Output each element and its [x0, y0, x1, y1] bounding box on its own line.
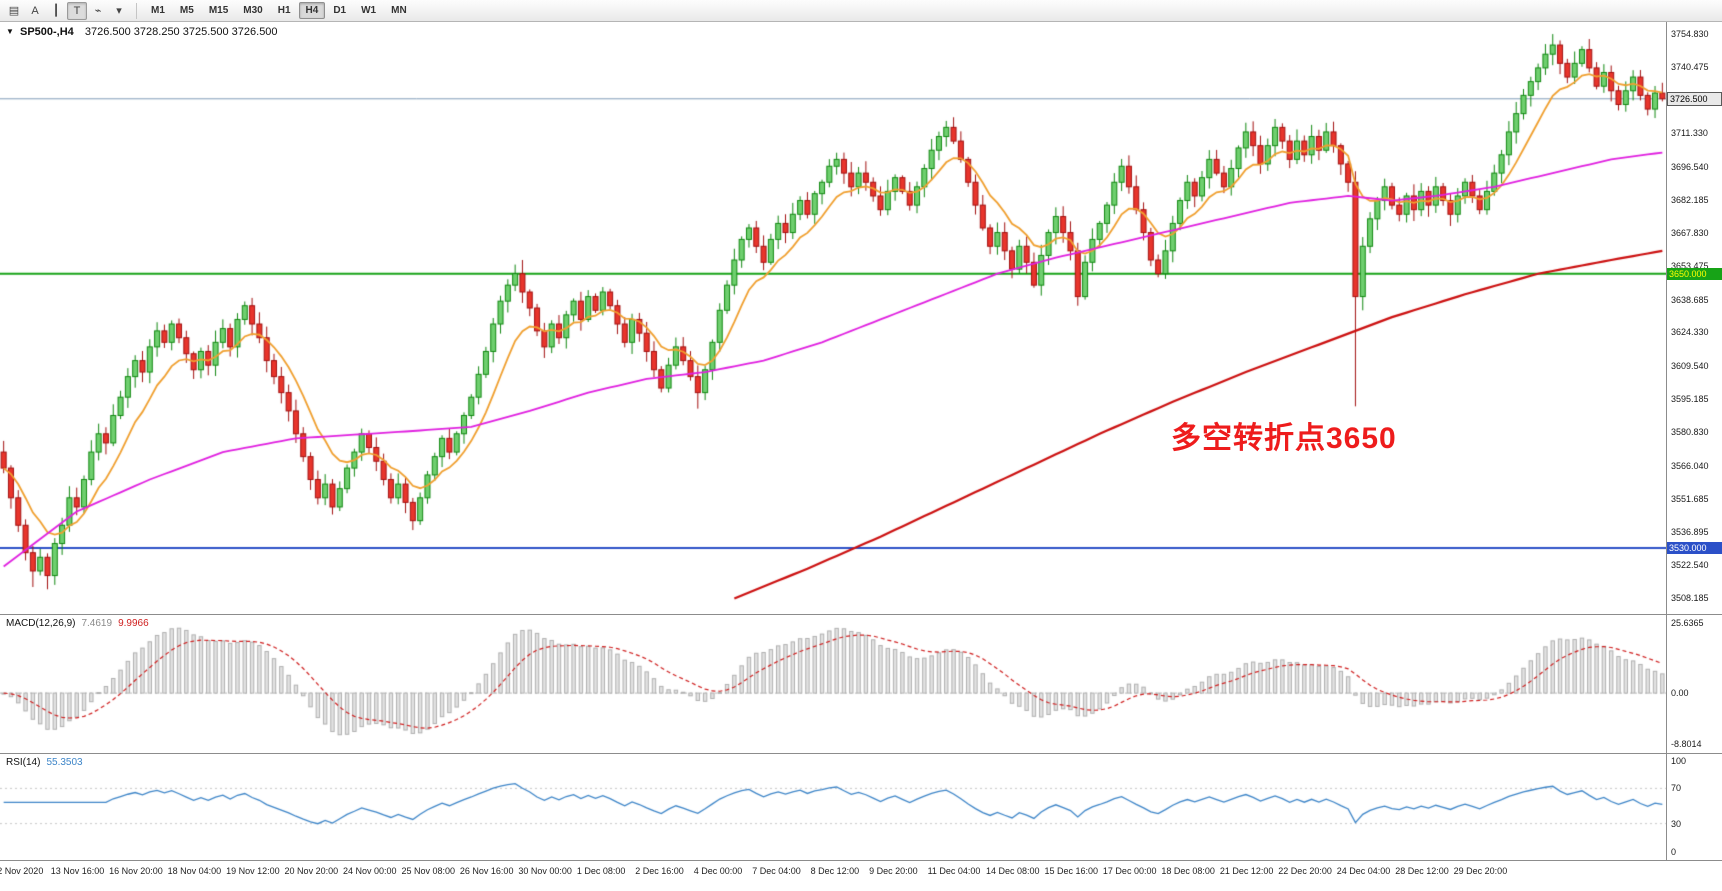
price-tick: 3682.185	[1671, 195, 1709, 206]
time-label: 4 Dec 00:00	[693, 866, 743, 876]
macd-panel: MACD(12,26,9) 7.4619 9.9966 25.6365 0.00 -…	[0, 615, 1722, 754]
time-label: 11 Dec 04:00	[927, 866, 981, 876]
polyline-tool-icon[interactable]: ⌁	[94, 5, 102, 17]
current-price-tag: 3726.500	[1667, 91, 1722, 106]
text-tool-icon[interactable]: T	[67, 1, 87, 20]
time-label: 16 Nov 20:00	[109, 866, 163, 876]
main-chart-panel: ▼ SP500-,H4 3726.500 3728.250 3725.500 3…	[0, 22, 1722, 615]
time-label: 24 Nov 00:00	[343, 866, 397, 876]
vertical-line-icon[interactable]: ┃	[52, 5, 60, 17]
price-tick: 3609.540	[1671, 361, 1709, 372]
macd-label: MACD(12,26,9) 7.4619 9.9966	[6, 618, 149, 629]
price-tick: 3638.685	[1671, 294, 1709, 305]
ohlc-values: 3726.500 3728.250 3725.500 3726.500	[84, 26, 278, 38]
time-label: 24 Dec 04:00	[1336, 866, 1391, 876]
price-tick: 3536.895	[1671, 527, 1709, 538]
rsi-panel: RSI(14) 55.3503 100 70 30 0	[0, 754, 1722, 861]
macd-signal-value: 9.9966	[118, 618, 149, 629]
price-tick: 3624.330	[1671, 327, 1709, 338]
rsi-label: RSI(14) 55.3503	[6, 757, 83, 768]
time-label: 22 Dec 20:00	[1278, 866, 1332, 876]
time-label: 7 Dec 04:00	[752, 866, 801, 876]
timeframe-h1-button[interactable]: H1	[277, 5, 291, 16]
price-tick: 3566.040	[1671, 460, 1709, 471]
timeframe-h4-button[interactable]: H4	[298, 2, 326, 19]
chart-text-annotation[interactable]: 多空转折点3650	[1170, 421, 1397, 455]
time-label: 29 Dec 20:00	[1453, 866, 1508, 876]
price-tick: 3551.685	[1671, 493, 1709, 504]
time-label: 19 Nov 12:00	[226, 866, 280, 876]
symbol-label: SP500-,H4	[19, 26, 74, 38]
price-axis[interactable]: 3726.500 3650.000 3530.000 3754.830 3740.…	[1666, 22, 1722, 614]
rsi-value: 55.3503	[46, 757, 83, 768]
time-label: 21 Dec 12:00	[1219, 866, 1274, 876]
rsi-tick: 100	[1671, 756, 1687, 766]
time-label: 13 Nov 16:00	[50, 866, 105, 876]
blue-level-tag: 3530.000	[1667, 542, 1722, 555]
timeframe-m30-button[interactable]: M30	[243, 5, 263, 16]
toolbar: ▤ A ┃ T ⌁ ▾ M1 M5 M15 M30 H1 H4 D1 W1 MN	[0, 0, 1722, 22]
text-label-icon[interactable]: A	[31, 4, 39, 17]
timeframe-w1-button[interactable]: W1	[361, 5, 377, 16]
time-axis[interactable]: 12 Nov 2020 13 Nov 16:00 16 Nov 20:00 18 No…	[0, 861, 1722, 891]
price-tick: 3667.830	[1671, 227, 1709, 238]
rsi-tick: 70	[1671, 783, 1682, 794]
time-label: 25 Nov 08:00	[401, 866, 455, 876]
timeframe-mn-button[interactable]: MN	[391, 5, 407, 16]
price-tick: 3740.475	[1671, 61, 1709, 72]
time-label: 18 Nov 04:00	[167, 866, 222, 876]
price-tick: 3595.185	[1671, 394, 1709, 405]
time-label: 30 Nov 00:00	[518, 866, 572, 876]
price-tick: 3580.830	[1671, 426, 1709, 437]
timeframe-m15-button[interactable]: M15	[208, 5, 229, 16]
time-label: 1 Dec 08:00	[576, 866, 626, 876]
time-label: 9 Dec 20:00	[869, 866, 918, 876]
time-label: 15 Dec 16:00	[1044, 866, 1099, 876]
timeframe-d1-button[interactable]: D1	[333, 5, 347, 16]
price-tick: 3522.540	[1671, 560, 1709, 571]
drawing-tools-group: ▤ A ┃ T ⌁ ▾	[4, 1, 129, 20]
macd-axis-top: 25.6365	[1671, 618, 1704, 628]
time-label: 8 Dec 12:00	[810, 866, 860, 876]
macd-axis-bottom: -8.8014	[1671, 739, 1702, 749]
timeframe-m1-button[interactable]: M1	[151, 5, 165, 16]
time-label: 12 Nov 2020	[0, 866, 44, 876]
price-tick: 3653.475	[1671, 260, 1709, 271]
time-label: 28 Dec 12:00	[1395, 866, 1449, 876]
rsi-tick: 30	[1671, 818, 1682, 829]
price-chart-canvas[interactable]	[0, 22, 1666, 612]
rsi-canvas[interactable]	[0, 754, 1666, 858]
timeframe-group: M1 M5 M15 M30 H1 H4 D1 W1 MN	[144, 2, 414, 19]
time-label: 14 Dec 08:00	[986, 866, 1040, 876]
macd-axis-zero: 0.00	[1671, 688, 1689, 699]
macd-canvas[interactable]	[0, 615, 1666, 751]
collapse-marker-icon[interactable]: ▼	[6, 27, 14, 36]
green-level-tag: 3650.000	[1667, 267, 1722, 280]
time-label: 26 Nov 16:00	[459, 866, 514, 876]
symbol-ohlc-line: ▼ SP500-,H4 3726.500 3728.250 3725.500 3…	[6, 26, 278, 38]
rsi-axis[interactable]: 100 70 30 0	[1666, 754, 1722, 860]
rsi-tick: 0	[1671, 847, 1677, 857]
price-tick: 3711.330	[1671, 128, 1708, 139]
toolbar-separator	[136, 2, 137, 19]
time-label: 18 Dec 08:00	[1161, 866, 1215, 876]
time-label: 2 Dec 16:00	[635, 866, 684, 876]
time-label: 17 Dec 00:00	[1102, 866, 1157, 876]
time-label: 20 Nov 20:00	[284, 866, 339, 876]
macd-main-value: 7.4619	[81, 618, 113, 629]
macd-axis[interactable]: 25.6365 0.00 -8.8014	[1666, 615, 1722, 753]
price-tick: 3508.185	[1671, 593, 1709, 603]
grid-icon[interactable]: ▤	[8, 5, 20, 17]
caret-down-icon[interactable]: ▾	[116, 5, 122, 17]
price-tick: 3696.540	[1671, 162, 1709, 173]
price-tick: 3754.830	[1671, 29, 1709, 39]
timeframe-m5-button[interactable]: M5	[179, 5, 194, 16]
